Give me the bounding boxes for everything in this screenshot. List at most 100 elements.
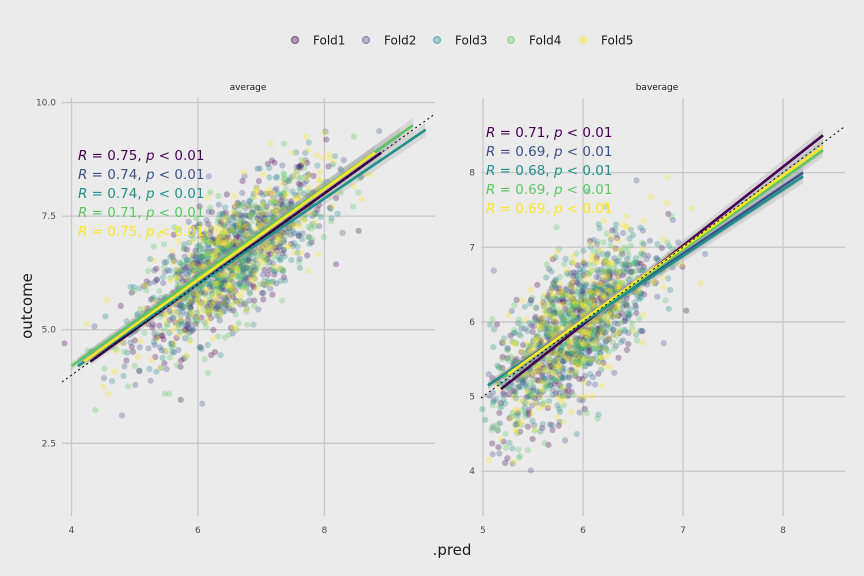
point-fold1: [553, 325, 560, 332]
point-fold3: [296, 264, 303, 272]
point-fold2: [214, 303, 221, 310]
point-fold5: [223, 241, 230, 248]
point-fold3: [599, 325, 606, 332]
point-fold2: [494, 427, 501, 434]
point-fold2: [191, 313, 198, 320]
point-fold1: [623, 346, 631, 353]
point-fold2: [552, 309, 559, 316]
point-fold3: [234, 201, 242, 208]
point-fold3: [216, 253, 223, 260]
point-fold4: [223, 296, 230, 303]
point-fold5: [134, 353, 141, 360]
point-fold1: [549, 284, 556, 292]
point-fold2: [557, 363, 564, 370]
point-fold1: [187, 304, 194, 311]
point-fold5: [510, 458, 517, 466]
point-fold4: [228, 244, 235, 251]
point-fold1: [512, 421, 520, 428]
point-fold1: [275, 244, 282, 251]
point-fold4: [239, 221, 246, 228]
point-fold1: [578, 333, 585, 340]
y-tick-label: 10.0: [36, 99, 56, 109]
point-fold5: [252, 269, 259, 276]
point-fold3: [188, 232, 195, 239]
point-fold5: [596, 360, 603, 367]
point-fold2: [558, 309, 565, 316]
point-fold1: [206, 300, 213, 307]
point-fold1: [166, 308, 173, 315]
point-fold5: [301, 217, 308, 224]
point-fold2: [299, 230, 306, 237]
point-fold4: [210, 255, 217, 262]
point-fold1: [638, 260, 645, 267]
point-fold2: [222, 277, 229, 284]
point-fold3: [493, 397, 500, 404]
point-fold3: [246, 223, 253, 230]
point-fold1: [128, 289, 135, 296]
point-fold5: [142, 282, 149, 289]
point-fold5: [227, 239, 234, 246]
point-fold5: [221, 239, 228, 246]
point-fold1: [238, 221, 245, 228]
point-fold5: [593, 337, 600, 344]
point-fold2: [121, 363, 128, 370]
point-fold5: [211, 248, 219, 255]
point-fold2: [337, 166, 344, 173]
point-fold1: [545, 359, 553, 366]
point-fold2: [151, 330, 158, 337]
point-fold5: [587, 357, 594, 364]
point-fold2: [205, 173, 212, 180]
point-fold5: [228, 285, 236, 292]
point-fold4: [262, 206, 269, 213]
point-fold4: [208, 292, 215, 299]
point-fold2: [164, 267, 171, 274]
point-fold1: [572, 342, 579, 349]
point-fold5: [168, 247, 176, 254]
point-fold5: [163, 311, 170, 318]
point-fold2: [211, 235, 218, 243]
point-fold3: [260, 191, 267, 198]
point-fold3: [134, 310, 141, 317]
point-fold1: [633, 310, 640, 317]
point-fold2: [376, 128, 383, 135]
legend-label-fold2: Fold2: [384, 34, 416, 48]
point-fold2: [533, 304, 540, 311]
point-fold2: [604, 307, 612, 314]
point-fold3: [573, 314, 580, 321]
point-fold1: [665, 210, 672, 218]
point-fold2: [536, 394, 543, 401]
point-fold2: [534, 343, 541, 350]
point-fold2: [181, 253, 188, 260]
point-fold1: [181, 327, 188, 334]
point-fold4: [262, 255, 269, 262]
point-fold2: [214, 236, 221, 243]
point-fold1: [61, 340, 68, 347]
point-fold1: [191, 267, 198, 274]
point-fold2: [568, 284, 575, 292]
point-fold1: [172, 319, 179, 326]
point-fold2: [625, 276, 633, 283]
point-fold2: [506, 385, 513, 392]
point-fold2: [155, 297, 162, 304]
point-fold2: [594, 240, 601, 248]
point-fold1: [198, 259, 205, 266]
point-fold1: [523, 394, 530, 401]
point-fold5: [541, 291, 548, 298]
point-fold1: [565, 351, 572, 358]
point-fold5: [261, 279, 268, 286]
point-fold1: [585, 348, 592, 355]
point-fold4: [245, 265, 252, 272]
point-fold2: [651, 280, 658, 287]
point-fold2: [573, 275, 580, 282]
point-fold1: [210, 237, 217, 244]
point-fold3: [266, 174, 273, 181]
point-fold5: [253, 188, 260, 195]
point-fold5: [156, 364, 163, 371]
point-fold2: [545, 371, 553, 378]
point-fold1: [600, 277, 607, 284]
point-fold5: [587, 241, 595, 248]
stat-label-fold3: R = 0.68, p < 0.01: [486, 163, 612, 179]
point-fold4: [256, 251, 263, 258]
point-fold4: [220, 271, 228, 278]
point-fold4: [195, 267, 202, 274]
